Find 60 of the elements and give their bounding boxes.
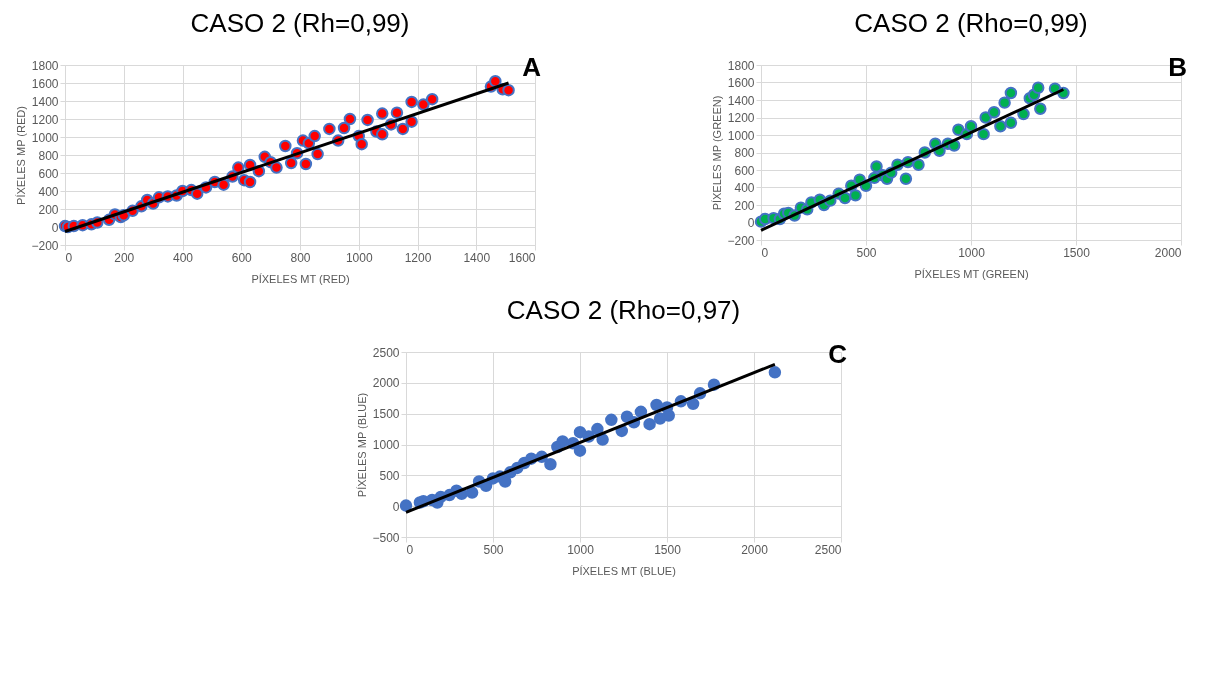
- annotation: A: [522, 52, 542, 82]
- x-axis-title: PÍXELES MT (BLUE): [571, 564, 676, 577]
- y-tick-label: 1400: [727, 93, 755, 108]
- y-tick-label: 400: [734, 181, 755, 195]
- y-tick-label: 1500: [372, 407, 400, 422]
- chart-title: CASO 2 (Rh=0,99): [190, 8, 410, 38]
- chart-title: CASO 2 (Rho=0,99): [854, 8, 1088, 38]
- annotation: C: [827, 339, 847, 369]
- y-tick-label: 600: [38, 166, 59, 181]
- y-tick-label: 500: [378, 468, 400, 483]
- y-tick-label: 1800: [727, 58, 755, 73]
- y-tick-label: 1000: [31, 130, 59, 145]
- y-tick-label: 0: [51, 220, 59, 235]
- x-tick-label: 2000: [1154, 245, 1182, 260]
- x-tick-label: 400: [172, 250, 194, 265]
- x-tick-label: 800: [290, 250, 311, 265]
- x-tick-label: 200: [114, 250, 135, 265]
- y-tick-label: −200: [31, 238, 59, 253]
- y-tick-label: 0: [392, 499, 400, 514]
- x-tick-label: 0: [65, 250, 73, 265]
- x-tick-label: 1500: [1063, 245, 1091, 260]
- y-axis-title: PÍXELES MP (BLUE): [355, 392, 368, 498]
- x-tick-label: 2500: [814, 542, 842, 557]
- x-tick-label: 1000: [958, 245, 986, 260]
- y-tick-label: 200: [38, 202, 59, 217]
- x-tick-label: 1400: [463, 250, 491, 265]
- x-tick-label: 1200: [404, 250, 432, 265]
- y-tick-label: 400: [38, 184, 59, 199]
- x-tick-label: 1000: [566, 542, 594, 557]
- y-tick-label: 1800: [31, 58, 59, 73]
- y-tick-label: 600: [734, 163, 755, 178]
- x-tick-label: 0: [406, 542, 413, 557]
- x-tick-label: 500: [482, 542, 504, 557]
- y-tick-label: 1400: [31, 94, 59, 109]
- x-tick-label: 500: [856, 245, 877, 260]
- y-tick-label: 2500: [372, 345, 400, 360]
- x-tick-label: 1000: [345, 250, 373, 265]
- y-tick-label: 1600: [727, 76, 755, 90]
- y-tick-label: 200: [734, 198, 755, 213]
- y-tick-label: 2000: [372, 376, 400, 391]
- x-tick-label: 1500: [653, 542, 681, 557]
- annotation: B: [1168, 52, 1187, 82]
- y-tick-label: 800: [734, 146, 755, 160]
- y-tick-label: 1000: [372, 438, 400, 452]
- y-tick-label: 0: [747, 216, 755, 230]
- y-axis-title: PÍXELES MP (RED): [15, 106, 28, 205]
- x-axis-title: PÍXELES MT (RED): [251, 272, 350, 285]
- y-tick-label: 1600: [31, 76, 59, 91]
- y-tick-label: −200: [727, 233, 755, 248]
- y-tick-label: 800: [38, 148, 59, 163]
- x-tick-label: 600: [231, 250, 253, 265]
- y-tick-label: 1200: [31, 112, 59, 127]
- chart-title: CASO 2 (Rho=0,97): [506, 295, 740, 325]
- x-tick-label: 1600: [508, 250, 536, 265]
- y-axis-title: PÍXELES MP (GREEN): [711, 95, 724, 211]
- x-tick-label: 0: [761, 245, 769, 260]
- y-tick-label: 1200: [727, 111, 755, 125]
- y-tick-label: 1000: [727, 128, 755, 143]
- x-axis-title: PÍXELES MT (GREEN): [914, 267, 1029, 280]
- y-tick-label: −500: [371, 530, 400, 545]
